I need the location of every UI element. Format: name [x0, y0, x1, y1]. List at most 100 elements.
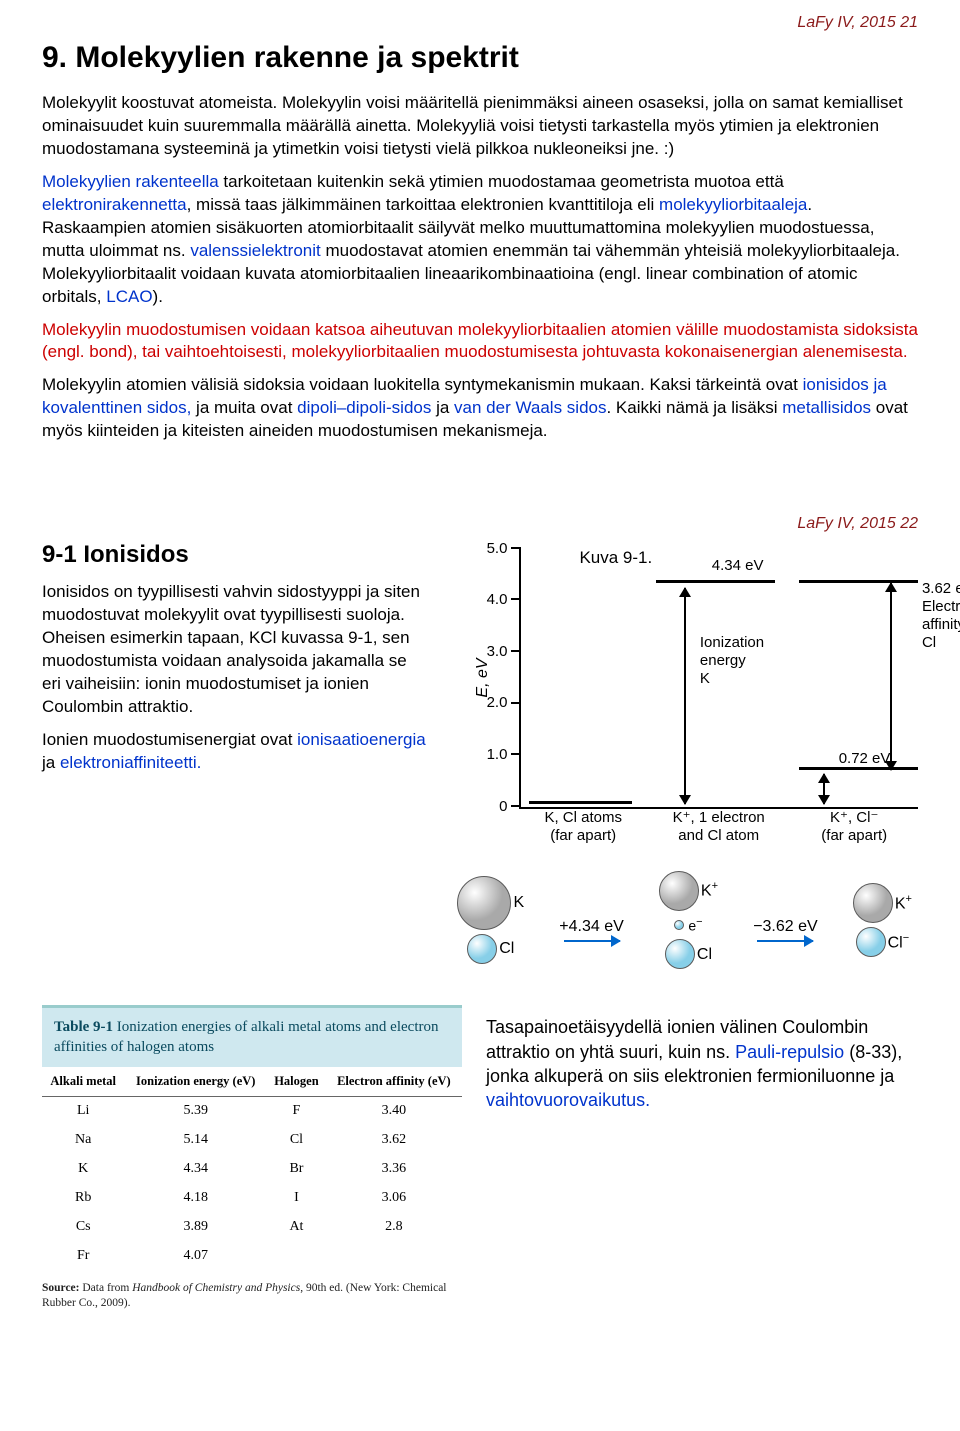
ytick-label: 2.0 [487, 694, 508, 714]
para-bondtypes: Molekyylin atomien välisiä sidoksia void… [42, 374, 918, 443]
term-ionisaatioenergia: ionisaatioenergia [297, 730, 426, 749]
figure-caption: Kuva 9-1. [579, 547, 652, 570]
table-cell: 3.36 [326, 1155, 462, 1184]
ytick-label: 3.0 [487, 642, 508, 662]
table-caption: Table 9-1 Ionization energies of alkali … [42, 1005, 462, 1067]
ytick-label: 4.0 [487, 590, 508, 610]
page-title: 9. Molekyylien rakenne ja spektrit [42, 38, 918, 79]
text: ). [153, 287, 163, 306]
atom-clminus [856, 927, 886, 957]
label-clminus: Cl− [888, 931, 910, 954]
table-cell: 2.8 [326, 1213, 462, 1242]
arrow-affinity [890, 583, 892, 770]
table-cell: 3.89 [124, 1213, 267, 1242]
table-cell: 4.18 [124, 1184, 267, 1213]
label-kplus-2: K+ [895, 892, 912, 915]
term-molek-rakenne: Molekyylien rakenteella [42, 172, 219, 191]
table-cell: 3.40 [326, 1097, 462, 1126]
table-cell: Cl [267, 1126, 326, 1155]
label-434ev: 4.34 eV [712, 557, 764, 575]
text: . Kaikki nämä ja lisäksi [606, 398, 782, 417]
table-cell [326, 1242, 462, 1271]
table-cell: Na [42, 1126, 124, 1155]
ytick [511, 598, 521, 600]
label-cl-2: Cl [697, 944, 712, 966]
text: Molekyylin atomien välisiä sidoksia void… [42, 375, 803, 394]
table-cell: 5.39 [124, 1097, 267, 1126]
arrow-right-2 [757, 940, 813, 942]
text: ja [42, 753, 60, 772]
level-top-right [799, 580, 918, 583]
table-cell: F [267, 1097, 326, 1126]
label-eminus: e− [688, 915, 702, 936]
arrow-ionization [684, 588, 686, 803]
para-91-1: Ionisidos on tyypillisesti vahvin sidost… [42, 581, 427, 719]
ytick [511, 702, 521, 704]
page-header-21: LaFy IV, 2015 21 [42, 12, 918, 34]
table-9-1: Table 9-1 Ionization energies of alkali … [42, 1005, 462, 1311]
label-cl: Cl [499, 938, 514, 960]
table-cell: 3.62 [326, 1126, 462, 1155]
para-structure: Molekyylien rakenteella tarkoitetaan kui… [42, 171, 918, 309]
atom-kplus [659, 871, 699, 911]
table-cell: At [267, 1213, 326, 1242]
table-cell: Cs [42, 1213, 124, 1242]
table-row: Fr4.07 [42, 1242, 462, 1271]
atom-kplus-2 [853, 883, 893, 923]
term-lcao: LCAO [106, 287, 152, 306]
level-kplus-e-cl [656, 580, 775, 583]
term-molekyyliorbitaaleja: molekyyliorbitaaleja [659, 195, 807, 214]
text: Ionien muodostumisenergiat ovat [42, 730, 297, 749]
text: ja [431, 398, 454, 417]
ytick [511, 547, 521, 549]
table-row: Na5.14Cl3.62 [42, 1126, 462, 1155]
table-col-header: Ionization energy (eV) [124, 1067, 267, 1096]
table-cell: K [42, 1155, 124, 1184]
label-kplus: K+ [701, 879, 718, 902]
label-k: K [513, 892, 524, 914]
heading-9-1: 9-1 Ionisidos [42, 539, 427, 571]
text: tarkoitetaan kuitenkin sekä ytimien muod… [219, 172, 784, 191]
ytick [511, 650, 521, 652]
level-k-cl-atoms [529, 801, 632, 804]
table-source: Source: Data from Handbook of Chemistry … [42, 1281, 462, 1312]
table-row: Li5.39F3.40 [42, 1097, 462, 1126]
table-col-header: Electron affinity (eV) [326, 1067, 462, 1096]
arrow-right-1 [564, 940, 620, 942]
term-vdw: van der Waals sidos [454, 398, 606, 417]
table-cell: Rb [42, 1184, 124, 1213]
para-91-2: Ionien muodostumisenergiat ovat ionisaat… [42, 729, 427, 775]
para-intro: Molekyylit koostuvat atomeista. Molekyyl… [42, 92, 918, 161]
page-header-22: LaFy IV, 2015 22 [42, 513, 918, 535]
ytick [511, 753, 521, 755]
xlabel-1: K, Cl atoms(far apart) [519, 809, 647, 845]
atom-k [457, 876, 511, 930]
table-cell: 4.34 [124, 1155, 267, 1184]
table-row: Cs3.89At2.8 [42, 1213, 462, 1242]
term-elektroniaffiniteetti: elektroniaffiniteetti. [60, 753, 201, 772]
table-cell: 5.14 [124, 1126, 267, 1155]
term-vaihtovuorovaikutus: vaihtovuorovaikutus. [486, 1090, 650, 1110]
table-row: Rb4.18I3.06 [42, 1184, 462, 1213]
term-metallisidos: metallisidos [782, 398, 871, 417]
table-cell [267, 1242, 326, 1271]
term-valenssielektronit: valenssielektronit [190, 241, 320, 260]
text: , missä taas jälkimmäinen tarkoittaa ele… [187, 195, 659, 214]
figure-9-1: E, eV Kuva 9-1. 4.34 eV [451, 549, 918, 970]
term-elektronirakenne: elektronirakennetta [42, 195, 187, 214]
atom-cl [467, 934, 497, 964]
table-col-header: Halogen [267, 1067, 326, 1096]
label-072ev: 0.72 eV [839, 750, 891, 768]
table-cell: Li [42, 1097, 124, 1126]
term-pauli-repulsio: Pauli-repulsio [735, 1042, 844, 1062]
table-cell: Fr [42, 1242, 124, 1271]
term-dipoli: dipoli–dipoli-sidos [297, 398, 431, 417]
label-362ev: 3.62 eV Electron affinity Cl [922, 580, 960, 652]
table-col-header: Alkali metal [42, 1067, 124, 1096]
table-cell: I [267, 1184, 326, 1213]
table-cell: Br [267, 1155, 326, 1184]
xlabel-2: K⁺, 1 electronand Cl atom [651, 809, 787, 845]
electron [674, 920, 684, 930]
arrow-net [823, 774, 825, 803]
text: ja muita ovat [191, 398, 297, 417]
